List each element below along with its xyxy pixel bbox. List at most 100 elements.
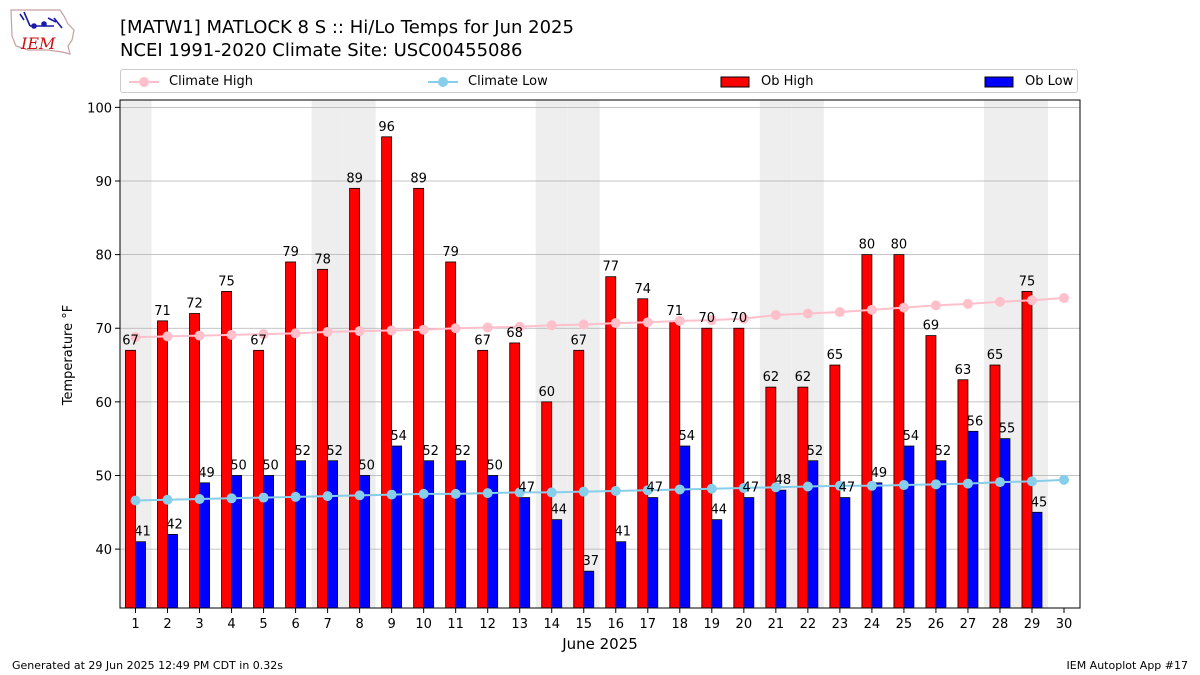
x-tick-label-10: 10 [415, 617, 432, 632]
bar-ob-high-day-20 [733, 327, 745, 609]
bar-ob-low-day-27 [967, 430, 979, 609]
label-ob-low-day-5: 50 [262, 458, 279, 473]
label-ob-high-day-2: 71 [154, 304, 171, 319]
line-climate-high [135, 297, 1065, 339]
label-ob-low-day-14: 44 [550, 503, 567, 518]
label-ob-low-day-6: 52 [294, 444, 311, 459]
x-tick-label-2: 2 [163, 617, 171, 632]
label-ob-low-day-4: 50 [230, 458, 247, 473]
point-climate-low-day-23 [834, 480, 845, 491]
label-ob-high-day-11: 79 [442, 245, 459, 260]
climate-lines [130, 293, 1069, 506]
label-ob-low-day-22: 52 [807, 444, 824, 459]
point-climate-high-day-24 [866, 304, 877, 315]
bar-ob-high-day-17 [637, 298, 649, 609]
point-climate-low-day-2 [162, 494, 173, 505]
point-climate-high-day-22 [802, 308, 813, 319]
x-tick-label-1: 1 [131, 617, 139, 632]
label-ob-low-day-27: 56 [967, 414, 984, 429]
x-tick-label-30: 30 [1056, 617, 1073, 632]
bar-ob-low-day-29 [1031, 511, 1043, 609]
label-ob-high-day-21: 62 [763, 370, 780, 385]
chart-legend: Climate High Climate Low Ob High Ob Low [120, 69, 1078, 93]
x-tick-label-16: 16 [607, 617, 624, 632]
point-climate-high-day-23 [834, 307, 845, 318]
label-ob-high-day-8: 89 [346, 171, 363, 186]
legend-item-climate-low: Climate Low [426, 73, 606, 91]
bar-ob-low-day-15 [583, 570, 595, 609]
label-ob-low-day-8: 50 [358, 458, 375, 473]
point-climate-low-day-3 [194, 494, 205, 505]
x-tick-label-23: 23 [832, 617, 849, 632]
point-climate-high-day-11 [450, 323, 461, 334]
point-climate-low-day-25 [898, 480, 909, 491]
label-ob-high-day-3: 72 [186, 297, 203, 312]
generated-footer: Generated at 29 Jun 2025 12:49 PM CDT in… [12, 659, 284, 672]
x-tick-label-4: 4 [227, 617, 235, 632]
gridlines [120, 106, 1080, 550]
y-axis-label: Temperature °F [61, 305, 76, 406]
point-climate-high-day-6 [290, 328, 301, 339]
point-climate-high-day-19 [706, 315, 717, 326]
bar-ob-low-day-1 [135, 541, 146, 609]
label-ob-low-day-23: 47 [839, 481, 856, 496]
point-climate-low-day-12 [482, 488, 493, 499]
point-climate-high-day-4 [226, 329, 237, 340]
x-tick-label-15: 15 [575, 617, 592, 632]
point-climate-high-day-14 [546, 320, 557, 331]
label-ob-low-day-17: 47 [647, 481, 664, 496]
label-ob-high-day-22: 62 [795, 370, 812, 385]
legend-item-ob-high: Ob High [719, 73, 839, 91]
bar-ob-low-day-21 [775, 489, 787, 609]
x-tick-label-28: 28 [992, 617, 1009, 632]
label-ob-low-day-2: 42 [166, 517, 183, 532]
x-tick-label-6: 6 [291, 617, 299, 632]
bar-ob-high-day-7 [317, 268, 329, 609]
point-climate-low-day-15 [578, 486, 589, 497]
bar-ob-low-day-6 [295, 460, 306, 609]
bar-ob-high-day-15 [573, 349, 585, 609]
x-tick-label-17: 17 [640, 617, 657, 632]
point-climate-low-day-5 [258, 492, 269, 503]
label-ob-low-day-12: 50 [486, 458, 503, 473]
label-ob-high-day-15: 67 [570, 333, 587, 348]
x-tick-label-12: 12 [479, 617, 496, 632]
label-ob-high-day-13: 68 [506, 326, 523, 341]
point-climate-low-day-11 [450, 488, 461, 499]
label-ob-high-day-19: 70 [699, 311, 716, 326]
point-climate-low-day-27 [962, 478, 973, 489]
x-tick-label-21: 21 [768, 617, 785, 632]
point-climate-high-day-28 [994, 296, 1005, 307]
label-ob-low-day-10: 52 [422, 444, 439, 459]
point-climate-low-day-21 [770, 482, 781, 493]
x-tick-label-7: 7 [323, 617, 331, 632]
legend-label-climate-high: Climate High [169, 74, 254, 89]
point-climate-low-day-20 [738, 482, 749, 493]
point-climate-low-day-28 [994, 477, 1005, 488]
label-ob-high-day-24: 80 [859, 238, 876, 253]
bar-ob-low-day-9 [391, 445, 403, 609]
x-tick-label-11: 11 [447, 617, 464, 632]
point-climate-high-day-20 [738, 313, 749, 324]
y-tick-label-80: 80 [95, 249, 112, 264]
point-climate-high-day-12 [482, 322, 493, 333]
app-footer: IEM Autoplot App #17 [1066, 659, 1189, 672]
label-ob-high-day-23: 65 [827, 348, 844, 363]
chart-subtitle: NCEI 1991-2020 Climate Site: USC00455086 [120, 40, 523, 61]
label-ob-high-day-26: 69 [923, 319, 940, 334]
label-ob-low-day-13: 47 [518, 481, 535, 496]
legend-label-ob-high: Ob High [761, 74, 814, 89]
label-ob-low-day-24: 49 [871, 466, 888, 481]
x-tick-label-27: 27 [960, 617, 977, 632]
x-tick-label-24: 24 [864, 617, 881, 632]
label-ob-low-day-18: 54 [679, 429, 696, 444]
label-ob-low-day-19: 44 [711, 503, 728, 518]
point-climate-low-day-29 [1026, 476, 1037, 487]
label-ob-low-day-26: 52 [935, 444, 952, 459]
point-climate-high-day-16 [610, 318, 621, 329]
point-climate-high-day-17 [642, 317, 653, 328]
bar-ob-low-day-20 [743, 497, 755, 609]
bar-ob-high-day-2 [157, 320, 168, 609]
x-axis-label: June 2025 [561, 635, 638, 653]
